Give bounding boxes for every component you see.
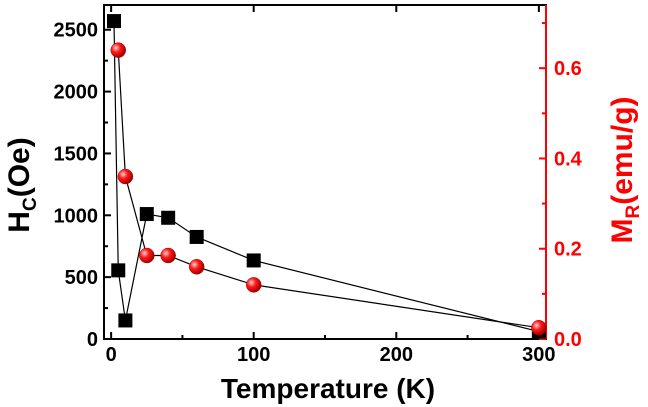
plot-frame — [103, 4, 547, 340]
axes: 0 100 200 300 0 500 1000 1500 2000 2500 0.0 0.2 0.4 0… — [54, 5, 583, 366]
x-tick-label-200: 200 — [380, 344, 413, 366]
hc-point-0 — [106, 14, 121, 29]
y-left-tick-label-2500: 2500 — [54, 20, 99, 42]
series-hc-line — [113, 21, 540, 333]
y-right-tick-label-0: 0.0 — [554, 329, 582, 351]
y-right-tick-label-2: 0.4 — [554, 148, 583, 170]
hc-point-3 — [139, 207, 154, 222]
hc-point-2 — [118, 313, 133, 328]
mr-point-5 — [245, 277, 262, 293]
x-tick-label-100: 100 — [237, 344, 270, 366]
plot-area — [103, 4, 547, 340]
y-right-tick-label-1: 0.2 — [554, 239, 582, 261]
axis-labels: Temperature (K) HC(Oe) MR(emu/g) — [3, 96, 644, 404]
y-left-tick-label-500: 500 — [65, 267, 98, 289]
x-tick-label-300: 300 — [522, 344, 555, 366]
left-y-axis-title-rest: (Oe) — [3, 137, 36, 197]
x-axis-title: Temperature (K) — [221, 373, 435, 404]
right-y-axis-title-rest: (emu/g) — [606, 96, 639, 204]
left-y-axis-title-sub: C — [20, 197, 41, 211]
left-y-axis-title: HC(Oe) — [3, 137, 41, 232]
series-mr-line — [117, 50, 539, 329]
y-left-tick-label-1000: 1000 — [54, 205, 99, 227]
hc-point-6 — [246, 253, 261, 268]
mr-point-4 — [188, 259, 205, 275]
right-y-axis-title-sub: R — [623, 205, 644, 219]
mr-point-0 — [110, 42, 127, 58]
right-y-axis-title-main: M — [606, 219, 639, 244]
right-y-axis-title: MR(emu/g) — [606, 96, 644, 243]
mr-point-6 — [531, 319, 547, 336]
hc-point-1 — [111, 263, 126, 278]
data-marks — [106, 14, 547, 339]
x-tick-label-0: 0 — [106, 344, 117, 366]
mr-point-1 — [117, 168, 134, 185]
hc-point-4 — [161, 210, 176, 225]
mr-point-2 — [139, 247, 155, 264]
hc-point-5 — [189, 229, 204, 244]
y-left-tick-label-2000: 2000 — [54, 82, 99, 104]
left-y-axis-title-main: H — [3, 211, 36, 233]
y-left-tick-label-0: 0 — [87, 329, 98, 351]
y-right-tick-label-3: 0.6 — [554, 58, 582, 80]
mr-point-3 — [160, 247, 176, 264]
y-left-tick-label-1500: 1500 — [54, 143, 99, 165]
